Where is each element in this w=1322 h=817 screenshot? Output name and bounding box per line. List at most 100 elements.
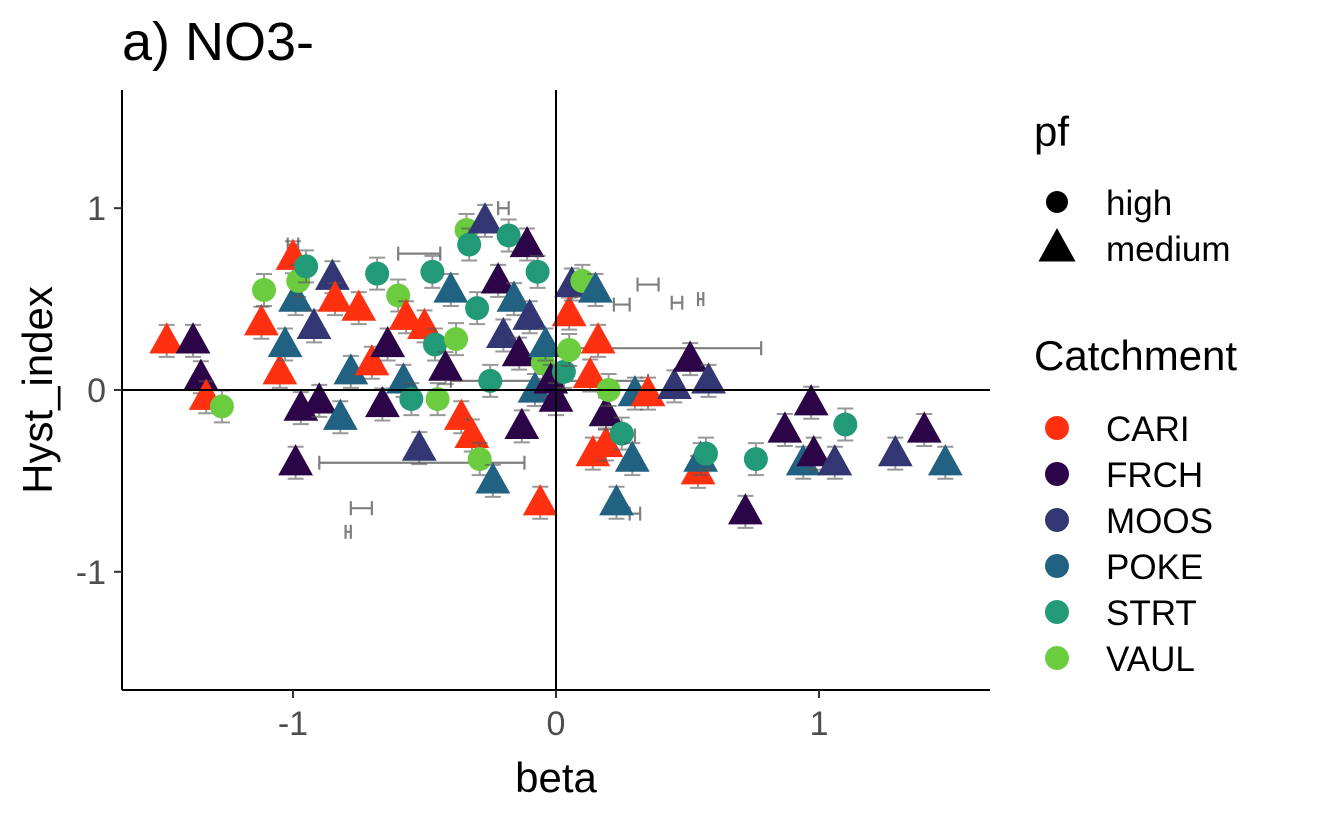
data-point [496, 218, 521, 253]
point-marker-circle [478, 368, 503, 393]
point-marker-triangle [793, 384, 829, 416]
point-marker-triangle [512, 298, 548, 330]
data-point [478, 363, 503, 398]
legend-color-swatch [1045, 416, 1069, 440]
x-axis-title: beta [515, 754, 597, 801]
point-marker-triangle [428, 349, 463, 381]
point-marker-circle [420, 259, 445, 284]
point-marker-triangle [475, 462, 511, 494]
y-tick-label: 1 [87, 190, 106, 228]
point-marker-triangle [322, 398, 358, 430]
tick-labels: -1 0 1 1 0 -1 [76, 190, 829, 743]
data-point [296, 307, 332, 344]
point-marker-triangle [906, 411, 942, 443]
data-point [252, 273, 277, 307]
legend-label: FRCH [1106, 456, 1203, 495]
point-marker-circle [467, 447, 492, 472]
point-marker-circle [557, 338, 582, 362]
data-point [528, 325, 563, 362]
data-point [420, 254, 445, 289]
data-point [877, 435, 913, 471]
data-point [262, 353, 298, 389]
point-marker-triangle [533, 362, 569, 394]
point-marker-triangle [614, 440, 650, 472]
point-marker-triangle [333, 353, 369, 385]
error-bar [349, 501, 373, 516]
point-marker-triangle [433, 271, 469, 303]
point-marker-triangle [301, 382, 337, 414]
point-marker-circle [525, 259, 550, 284]
point-marker-triangle [467, 202, 503, 234]
point-marker-circle [423, 332, 448, 357]
point-marker-circle [743, 447, 768, 472]
point-marker-circle [693, 441, 718, 466]
legend-title-pf: pf [1034, 108, 1069, 155]
legend-item-catchment: POKE [1045, 548, 1203, 587]
point-marker-triangle [517, 371, 553, 403]
data-point [333, 353, 369, 389]
error-bar [497, 201, 510, 216]
plot-markers [149, 201, 963, 539]
legend-item-catchment: VAUL [1045, 640, 1195, 679]
point-marker-circle [252, 278, 277, 302]
point-marker-circle [294, 254, 319, 279]
data-point [428, 349, 463, 386]
data-point [317, 280, 353, 317]
point-marker-triangle [296, 307, 332, 339]
point-marker-triangle [315, 258, 350, 290]
data-point [906, 411, 942, 447]
data-point [609, 416, 634, 451]
chart-title: a) NO3- [122, 12, 314, 72]
x-tick-label: 0 [547, 705, 566, 743]
error-bar [670, 295, 684, 310]
point-marker-triangle [672, 340, 708, 372]
point-marker-triangle [244, 304, 279, 336]
data-point [444, 322, 469, 357]
legend-pf-items: high medium [1038, 184, 1230, 269]
data-point [727, 493, 763, 529]
data-point [793, 384, 829, 420]
data-point [209, 389, 234, 424]
data-point [465, 291, 490, 326]
data-point [365, 256, 390, 291]
data-point [599, 484, 634, 520]
data-point [341, 289, 377, 326]
point-marker-circle [609, 421, 634, 446]
point-marker-triangle [341, 289, 377, 321]
legend-item-catchment: MOOS [1045, 502, 1213, 541]
data-point [522, 484, 558, 520]
legend-color-swatch [1045, 508, 1069, 532]
point-marker-triangle [370, 325, 406, 358]
data-point [425, 382, 450, 417]
data-point [578, 271, 613, 307]
data-point [656, 367, 692, 404]
point-marker-triangle [509, 225, 545, 258]
point-marker-triangle [727, 493, 763, 525]
legend-label: CARI [1106, 410, 1190, 449]
error-bar [636, 277, 660, 292]
data-point [322, 398, 358, 435]
legend: pf high medium Catchment CARI FRCH MOOS POKE… [1034, 108, 1237, 679]
data-point [557, 333, 582, 367]
point-marker-triangle [175, 322, 211, 354]
point-marker-triangle [262, 353, 298, 385]
data-point [496, 280, 532, 317]
legend-label: high [1106, 184, 1172, 223]
point-marker-triangle [354, 344, 390, 376]
data-point [480, 262, 516, 298]
point-marker-circle [496, 223, 521, 248]
data-point [501, 335, 537, 371]
point-marker-triangle [454, 416, 490, 449]
data-point [423, 327, 448, 362]
legend-label: POKE [1106, 548, 1203, 587]
point-marker-circle [457, 232, 482, 257]
legend-catchment-items: CARI FRCH MOOS POKE STRT VAUL [1045, 410, 1213, 679]
data-point [175, 322, 211, 358]
data-point [691, 362, 726, 398]
data-point [475, 462, 511, 498]
point-marker-circle [833, 412, 858, 437]
point-marker-circle [399, 387, 424, 412]
point-marker-triangle [501, 335, 537, 367]
data-point [743, 442, 768, 477]
point-marker-triangle [407, 307, 442, 339]
